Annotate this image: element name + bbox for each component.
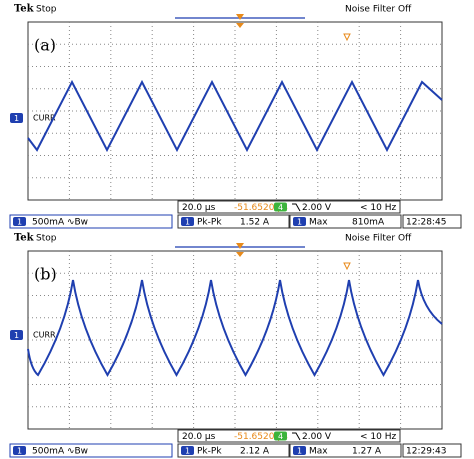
brand: Tek: [14, 233, 35, 244]
trigger-top: [236, 23, 244, 28]
trigger-frequency: < 10 Hz: [360, 203, 396, 213]
waveform: [27, 279, 443, 378]
scale-channel: 1: [17, 447, 22, 456]
measurement-channel-box: [293, 217, 306, 226]
measurement-name: Pk-Pk: [197, 218, 222, 228]
measurement-channel-box: [293, 446, 306, 455]
trigger-frequency: < 10 Hz: [360, 432, 396, 442]
measurement-channel-box: [181, 446, 194, 455]
trigger-level-value: 2.00 V: [302, 432, 332, 442]
measurement-channel: 1: [185, 218, 190, 227]
measurement-name: Pk-Pk: [197, 447, 222, 457]
slope-icon: [292, 432, 301, 441]
timebase-box: [177, 200, 401, 214]
brand: Tek: [14, 4, 35, 15]
measurement-box: [289, 443, 402, 458]
trigger-marker: [236, 14, 244, 20]
waveform: [27, 79, 443, 153]
time-box: [402, 214, 462, 229]
measurement-name: Max: [309, 218, 328, 228]
trigger-level: [343, 33, 351, 42]
measurement-box: [177, 214, 290, 229]
scale: 500mA ∿Bw: [32, 447, 88, 457]
measurement-name: Max: [309, 447, 328, 457]
trigger-channel: 4: [278, 203, 283, 212]
status: Stop: [36, 5, 57, 15]
trigger-channel: 4: [278, 432, 283, 441]
timebase: 20.0 µs: [182, 203, 216, 213]
trigger-channel-box: [274, 202, 287, 212]
measurement-value: 2.12 A: [240, 447, 270, 457]
status: Stop: [36, 234, 57, 244]
scale-channel-box: [13, 446, 26, 455]
time: 12:29:43: [406, 447, 446, 457]
measurement-value: 1.27 A: [352, 447, 382, 457]
panel-label: (b): [34, 265, 57, 284]
scale-box: [9, 443, 173, 458]
measurement-box: [177, 443, 290, 458]
channel-marker: 1: [14, 114, 19, 123]
measurement-value: 810mA: [352, 218, 385, 228]
scale: 500mA ∿Bw: [32, 218, 88, 228]
trigger-top: [236, 252, 244, 257]
channel-label: CURR: [33, 331, 56, 340]
trigger-level-value: 2.00 V: [302, 203, 332, 213]
timebase: 20.0 µs: [182, 432, 216, 442]
channel-label: CURR: [33, 114, 56, 123]
timebase-box: [177, 429, 401, 443]
channel-marker-box: [10, 330, 23, 340]
measurement-value: 1.52 A: [240, 218, 270, 228]
trigger-channel-box: [274, 431, 287, 441]
trigger-level: [343, 262, 351, 271]
measurement-channel-box: [181, 217, 194, 226]
channel-marker-box: [10, 113, 23, 123]
panel-label: (a): [34, 36, 56, 55]
trigger-position: -51.6520 µs: [234, 203, 288, 213]
measurement-box: [289, 214, 402, 229]
noise-filter: Noise Filter Off: [345, 234, 412, 244]
measurement-channel: 1: [185, 447, 190, 456]
measurement-channel: 1: [297, 447, 302, 456]
scale-channel-box: [13, 217, 26, 226]
scale-box: [9, 214, 173, 229]
measurement-channel: 1: [297, 218, 302, 227]
channel-marker: 1: [14, 331, 19, 340]
trigger-position: -51.6520 µs: [234, 432, 288, 442]
slope-icon: [292, 203, 301, 212]
noise-filter: Noise Filter Off: [345, 5, 412, 15]
time: 12:28:45: [406, 218, 446, 228]
time-box: [402, 443, 462, 458]
scale-channel: 1: [17, 218, 22, 227]
trigger-marker: [236, 243, 244, 249]
